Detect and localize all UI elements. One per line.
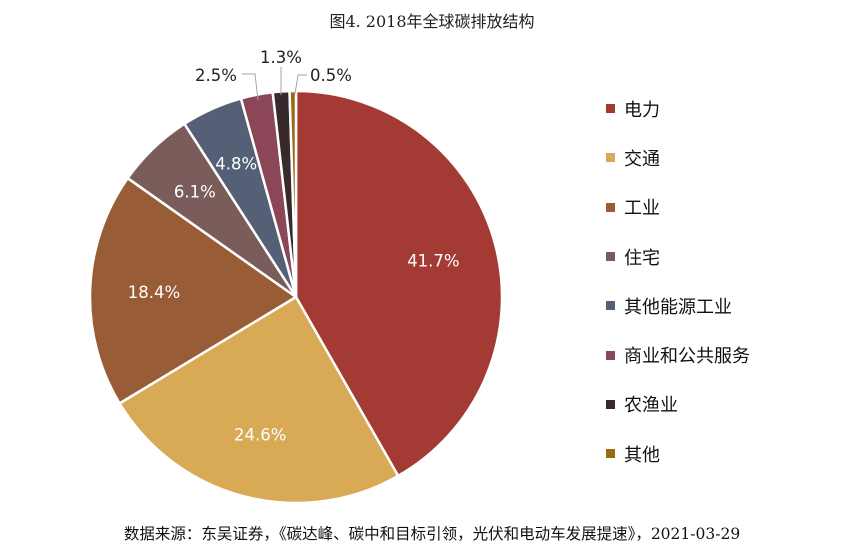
legend-swatch [606, 252, 615, 262]
slice-value-label: 1.3% [260, 48, 302, 67]
legend-item: 交通 [606, 133, 750, 182]
legend-item: 住宅 [606, 232, 750, 281]
pie-slice-7 [288, 89, 298, 299]
leader-line [242, 73, 259, 101]
source-note: 数据来源：东吴证券，《碳达峰、碳中和目标引领，光伏和电动车发展提速》，2021-… [123, 525, 741, 543]
legend: 电力交通工业住宅其他能源工业 商业和公共服务 农渔业其他 [606, 84, 750, 478]
chart-title: 图4. 2018年全球碳排放结构 [329, 12, 535, 31]
legend-label: 交通 [624, 148, 660, 170]
legend-item: 其他能源工业 [606, 281, 750, 330]
pie-slices [88, 89, 504, 505]
slice-labels: 41.7% 24.6% 18.4% 6.1% 4.8% 2.5% 1.3% 0.5% [128, 48, 460, 445]
leader-line [294, 74, 307, 95]
slice-value-label: 2.5% [195, 66, 237, 85]
slice-value-label: 4.8% [215, 155, 257, 174]
legend-label: 其他 [624, 444, 660, 466]
legend-swatch [606, 202, 615, 212]
legend-label: 其他能源工业 [624, 296, 732, 318]
slice-value-label: 18.4% [128, 283, 180, 302]
legend-label: 农渔业 [624, 395, 678, 417]
legend-label: 商业和公共服务 [624, 346, 750, 368]
legend-item: 工业 [606, 183, 750, 232]
legend-label: 工业 [624, 198, 660, 220]
pie-slice-2 [88, 176, 298, 405]
slice-value-label: 24.6% [234, 426, 286, 445]
legend-item: 电力 [606, 84, 750, 133]
legend-swatch [606, 399, 615, 409]
legend-swatch [606, 104, 615, 114]
legend-swatch [606, 350, 615, 360]
legend-item: 商业和公共服务 [606, 330, 750, 379]
leader-lines [242, 67, 307, 101]
legend-label: 住宅 [624, 247, 660, 269]
legend-swatch [606, 301, 615, 311]
legend-item: 农渔业 [606, 380, 750, 429]
legend-swatch [606, 449, 615, 459]
slice-value-label: 41.7% [407, 252, 459, 271]
legend-label: 电力 [624, 99, 660, 121]
legend-item: 其他 [606, 429, 750, 478]
pie-slice-0 [294, 89, 504, 478]
legend-swatch [606, 153, 615, 163]
slice-value-label: 0.5% [310, 66, 352, 85]
slice-value-label: 6.1% [174, 182, 216, 201]
pie-slice-1 [118, 295, 400, 505]
